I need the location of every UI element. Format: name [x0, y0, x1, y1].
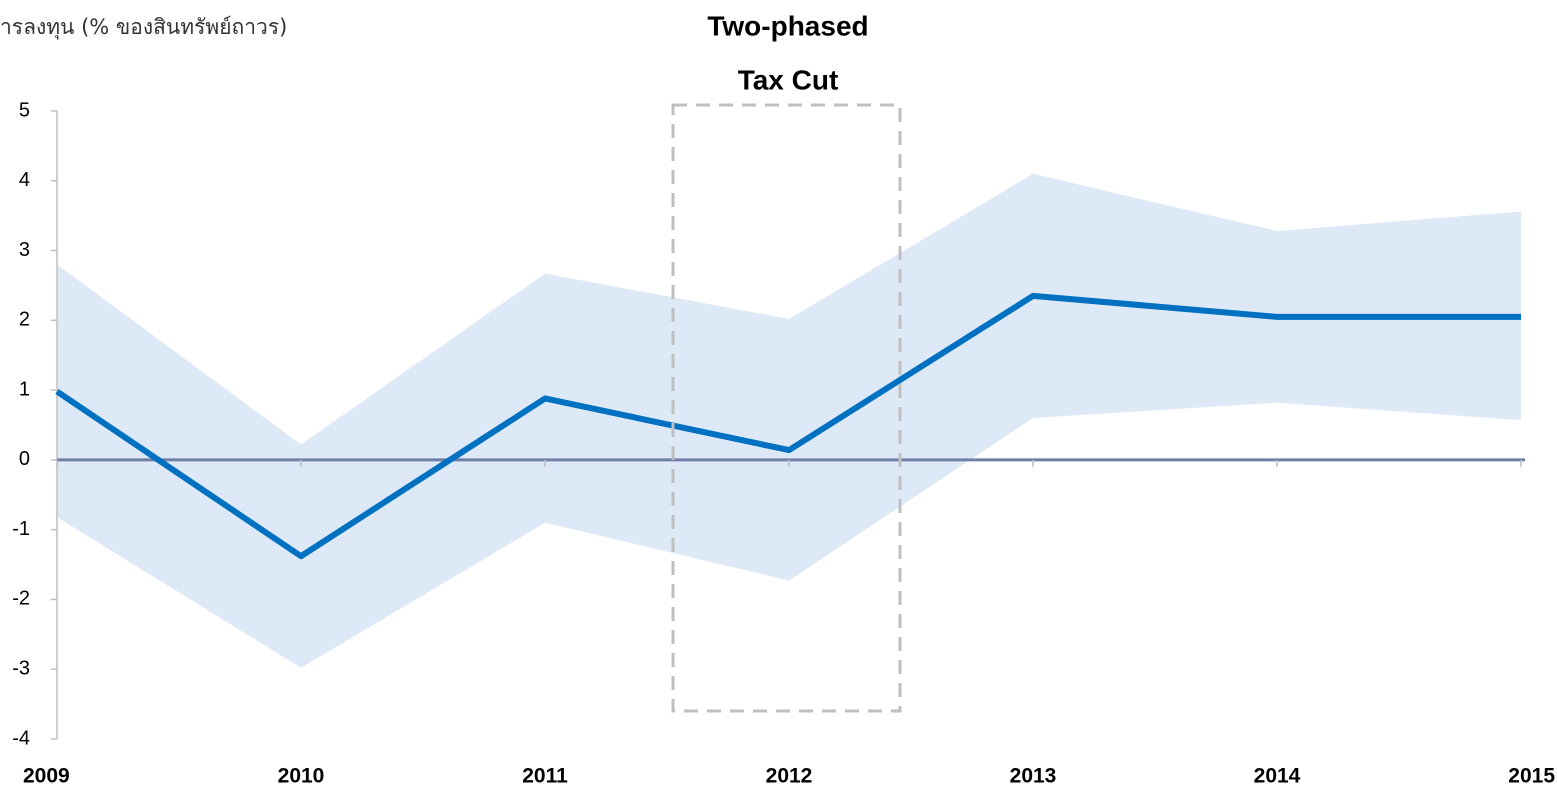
y-tick-label: 5	[19, 99, 30, 121]
annotation: Tax Cut	[738, 64, 839, 95]
x-tick-label: 2012	[766, 765, 813, 788]
y-tick-label: 1	[19, 378, 30, 400]
plot: -4 -3 -2 -1 0 1 2 3 4 5 2009 2010 2011 2012 2013 2014 20…	[12, 99, 1555, 787]
line-series	[55, 292, 1521, 560]
x-tick-label: 2011	[522, 765, 568, 788]
annotation: Two-phased	[707, 10, 868, 41]
y-tick-label: 0	[19, 448, 30, 470]
y-tick-label: -4	[12, 727, 30, 749]
y-tick-label: 3	[19, 239, 30, 261]
x-tick-label: 2010	[278, 765, 325, 788]
y-tick-label: -3	[12, 658, 30, 680]
x-tick-label: 2009	[23, 765, 70, 788]
y-tick-label: -2	[12, 588, 30, 610]
y-tick-label: 2	[19, 309, 30, 331]
x-tick-label: 2015	[1508, 765, 1555, 788]
y-tick-label: 4	[19, 169, 30, 191]
y-tick-label: -1	[12, 518, 30, 540]
chart-title: ารลงทุน (% ของสินทรัพย์ถาวร)	[0, 15, 287, 40]
x-tick-label: 2014	[1254, 765, 1301, 788]
highlight-box	[671, 103, 902, 713]
confidence-band	[57, 173, 1521, 668]
x-tick-label: 2013	[1010, 765, 1057, 788]
